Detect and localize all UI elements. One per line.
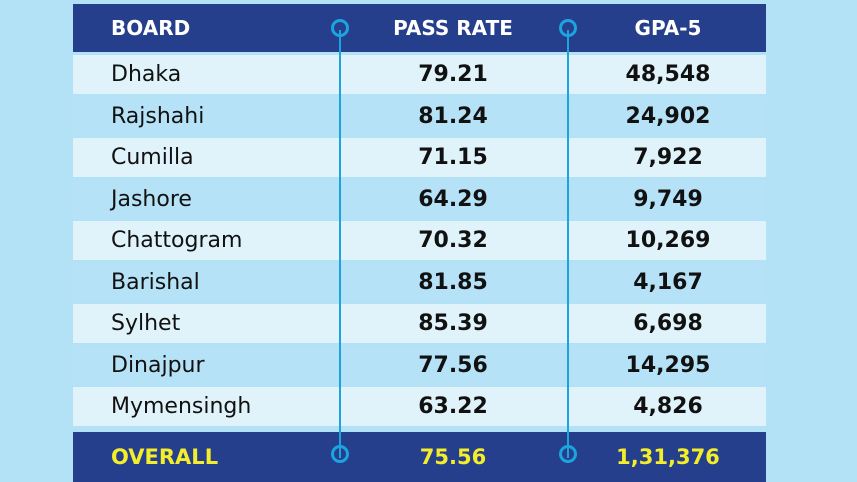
board-name: Dinajpur bbox=[111, 352, 205, 378]
pass-rate: 79.21 bbox=[418, 62, 488, 87]
results-table: BOARD PASS RATE GPA-5 Dhaka 79.21 48,548 Ra… bbox=[73, 4, 766, 482]
board-name: Sylhet bbox=[111, 311, 181, 336]
table-row: Dhaka 79.21 48,548 bbox=[73, 55, 766, 94]
table-row: Dinajpur 77.56 14,295 bbox=[73, 345, 766, 385]
circle-marker-icon bbox=[559, 445, 577, 463]
table-row: Chattogram 70.32 10,269 bbox=[73, 221, 766, 260]
table-row: Sylhet 85.39 6,698 bbox=[73, 304, 766, 343]
gpa5-count: 7,922 bbox=[633, 145, 703, 170]
pass-rate: 63.22 bbox=[418, 394, 488, 419]
gpa5-count: 48,548 bbox=[625, 62, 711, 87]
table-row: Jashore 64.29 9,749 bbox=[73, 179, 766, 219]
gpa5-count: 9,749 bbox=[633, 186, 703, 212]
table-row: Cumilla 71.15 7,922 bbox=[73, 138, 766, 177]
circle-marker-icon bbox=[331, 445, 349, 463]
pass-rate: 77.56 bbox=[418, 352, 488, 378]
table-row: Rajshahi 81.24 24,902 bbox=[73, 96, 766, 136]
circle-marker-icon bbox=[559, 19, 577, 37]
header-pass-rate: PASS RATE bbox=[393, 16, 513, 40]
column-divider-line bbox=[567, 30, 569, 458]
overall-gpa5: 1,31,376 bbox=[616, 445, 720, 469]
board-name: Cumilla bbox=[111, 145, 194, 170]
board-name: Rajshahi bbox=[111, 103, 205, 129]
board-name: Mymensingh bbox=[111, 394, 252, 419]
table-row: Barishal 81.85 4,167 bbox=[73, 262, 766, 302]
circle-marker-icon bbox=[331, 19, 349, 37]
board-name: Barishal bbox=[111, 269, 200, 295]
overall-pass-rate: 75.56 bbox=[419, 445, 487, 469]
board-name: Jashore bbox=[111, 186, 192, 212]
header-gpa5: GPA-5 bbox=[634, 16, 702, 40]
gpa5-count: 4,826 bbox=[633, 394, 703, 419]
overall-row: OVERALL 75.56 1,31,376 bbox=[73, 432, 766, 482]
gpa5-count: 10,269 bbox=[625, 228, 711, 253]
pass-rate: 81.85 bbox=[418, 269, 488, 295]
board-name: Chattogram bbox=[111, 228, 243, 253]
table-row: Mymensingh 63.22 4,826 bbox=[73, 387, 766, 426]
gpa5-count: 4,167 bbox=[633, 269, 703, 295]
pass-rate: 70.32 bbox=[418, 228, 488, 253]
board-name: Dhaka bbox=[111, 62, 182, 87]
gpa5-count: 6,698 bbox=[633, 311, 703, 336]
column-divider-line bbox=[339, 30, 341, 458]
pass-rate: 71.15 bbox=[418, 145, 488, 170]
header-board: BOARD bbox=[111, 16, 191, 40]
pass-rate: 64.29 bbox=[418, 186, 488, 212]
overall-label: OVERALL bbox=[111, 445, 219, 469]
pass-rate: 85.39 bbox=[418, 311, 488, 336]
pass-rate: 81.24 bbox=[418, 103, 488, 129]
table-header: BOARD PASS RATE GPA-5 bbox=[73, 4, 766, 52]
gpa5-count: 24,902 bbox=[625, 103, 711, 129]
gpa5-count: 14,295 bbox=[625, 352, 711, 378]
